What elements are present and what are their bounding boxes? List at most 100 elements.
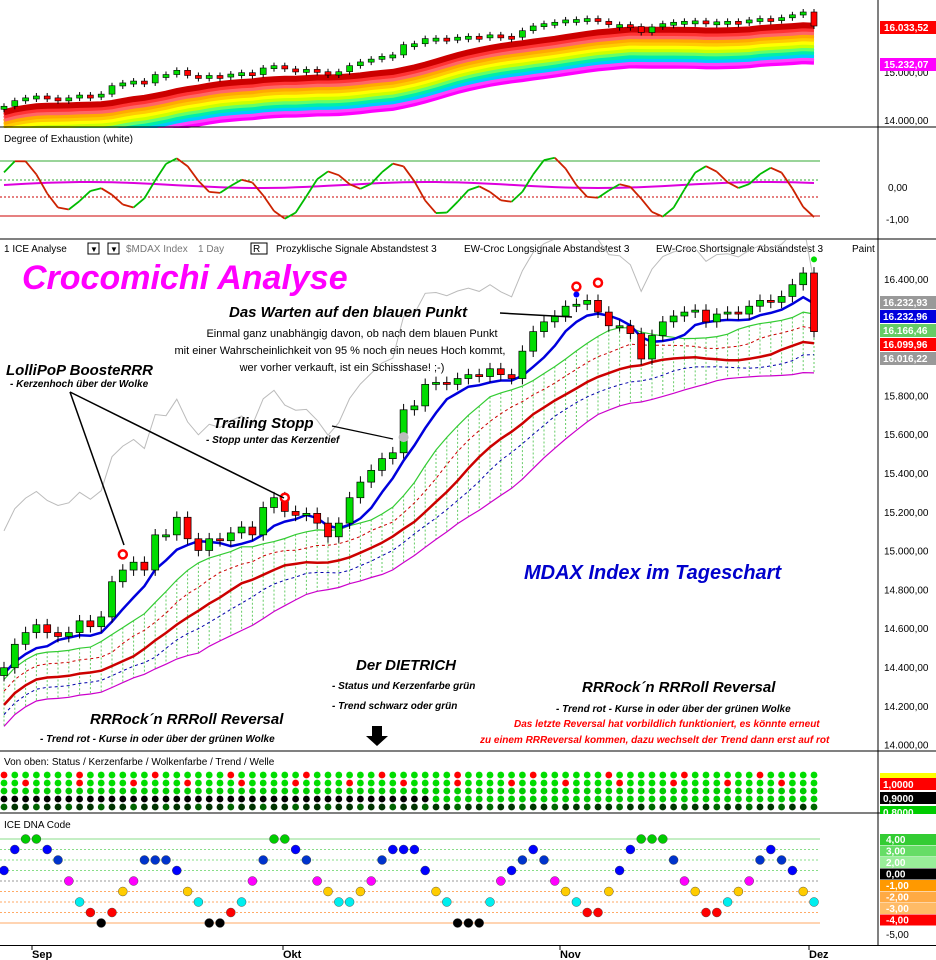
bull-candle	[130, 562, 137, 570]
bull-candle	[573, 304, 580, 306]
status-dot	[638, 796, 645, 803]
status-dot	[757, 772, 764, 779]
status-dot	[368, 804, 375, 811]
status-dot	[508, 804, 515, 811]
dna-flag-text: 4,00	[886, 835, 906, 846]
status-dot	[217, 772, 224, 779]
status-dot	[303, 796, 310, 803]
status-dot	[433, 796, 440, 803]
status-flag-text: 0,9000	[883, 794, 914, 805]
main-chart-panel: 1 ICE Analyse ▼ ▼ $MDAX Index 1 Day R Pr…	[0, 240, 936, 752]
status-dot	[260, 772, 267, 779]
dna-dot	[205, 919, 214, 928]
overview-bull-candle	[131, 81, 137, 84]
dna-dot	[734, 887, 743, 896]
status-dot	[616, 780, 623, 787]
status-dot	[681, 772, 688, 779]
status-dot	[238, 780, 245, 787]
overview-bear-candle	[476, 36, 482, 39]
status-dot	[454, 772, 461, 779]
status-dot	[811, 804, 818, 811]
dna-dot	[237, 898, 246, 907]
header-mode: R	[253, 244, 260, 255]
status-dot	[303, 788, 310, 795]
status-dot	[757, 796, 764, 803]
status-dot	[379, 780, 386, 787]
status-dot	[11, 780, 18, 787]
overview-bear-candle	[444, 38, 450, 41]
main-flag-text: 16.232,93	[883, 298, 928, 309]
status-dot	[746, 772, 753, 779]
price-overview-chart: 15.000,00 14.000,00 16.033,52 15.232,07	[0, 0, 936, 128]
status-dot	[659, 804, 666, 811]
status-dot	[659, 772, 666, 779]
status-dot	[541, 772, 548, 779]
chevron-down-icon: ▼	[90, 245, 98, 254]
dna-dot	[108, 908, 117, 917]
bull-candle	[778, 296, 785, 302]
status-dot	[195, 788, 202, 795]
status-dot	[76, 772, 83, 779]
header-symbol[interactable]: $MDAX Index	[126, 244, 188, 255]
status-dot	[368, 796, 375, 803]
status-dot	[314, 804, 321, 811]
main-flag-text: 16.166,46	[883, 326, 928, 337]
status-dot	[11, 772, 18, 779]
dna-dot	[788, 866, 797, 875]
bull-candle	[411, 406, 418, 410]
overview-bull-candle	[455, 37, 461, 40]
status-dot	[811, 788, 818, 795]
status-dot	[271, 772, 278, 779]
bear-candle	[55, 633, 62, 637]
status-dot	[87, 780, 94, 787]
status-dot	[227, 804, 234, 811]
status-dot	[65, 772, 72, 779]
status-dot	[325, 772, 332, 779]
status-dot	[595, 788, 602, 795]
overview-bull-candle	[433, 38, 439, 41]
dna-dot	[10, 845, 19, 854]
status-dot	[757, 804, 764, 811]
bull-candle	[119, 570, 126, 582]
status-dot	[497, 780, 504, 787]
status-dot	[465, 772, 472, 779]
status-dot	[130, 780, 137, 787]
header-period[interactable]: 1 Day	[198, 244, 224, 255]
status-dot	[595, 796, 602, 803]
exh-tick-0: 0,00	[888, 183, 908, 194]
status-dot	[119, 796, 126, 803]
status-dot	[541, 788, 548, 795]
overview-bull-candle	[671, 22, 677, 25]
status-dot	[649, 780, 656, 787]
x-axis: Sep Okt Nov Dez	[0, 945, 936, 960]
status-dot	[346, 780, 353, 787]
status-dot	[433, 772, 440, 779]
status-dot	[65, 788, 72, 795]
tab-prozyklische[interactable]: Prozyklische Signale Abstandstest 3	[276, 244, 437, 255]
status-dot	[346, 788, 353, 795]
status-dot	[389, 772, 396, 779]
status-dot	[206, 780, 213, 787]
tab-shortsignale[interactable]: EW-Croc Shortsignale Abstandstest 3	[656, 244, 824, 255]
status-dot	[465, 804, 472, 811]
overview-bull-candle	[368, 59, 374, 62]
status-dot	[335, 788, 342, 795]
status-dot	[735, 780, 742, 787]
status-dot	[357, 796, 364, 803]
bull-candle	[465, 375, 472, 379]
status-dot	[465, 780, 472, 787]
top-tick-14000: 14.000,00	[884, 116, 929, 127]
tab-paint[interactable]: Paint	[852, 244, 875, 255]
dna-dot	[345, 898, 354, 907]
status-dot	[76, 788, 83, 795]
status-dot	[141, 796, 148, 803]
status-dot	[627, 780, 634, 787]
status-dot	[638, 780, 645, 787]
chevron-down-icon: ▼	[110, 245, 118, 254]
status-dot	[44, 796, 51, 803]
overview-bull-candle	[33, 96, 39, 99]
status-dot	[422, 788, 429, 795]
status-dot	[76, 796, 83, 803]
main-tick: 14.200,00	[884, 702, 929, 713]
bull-candle	[649, 336, 656, 359]
